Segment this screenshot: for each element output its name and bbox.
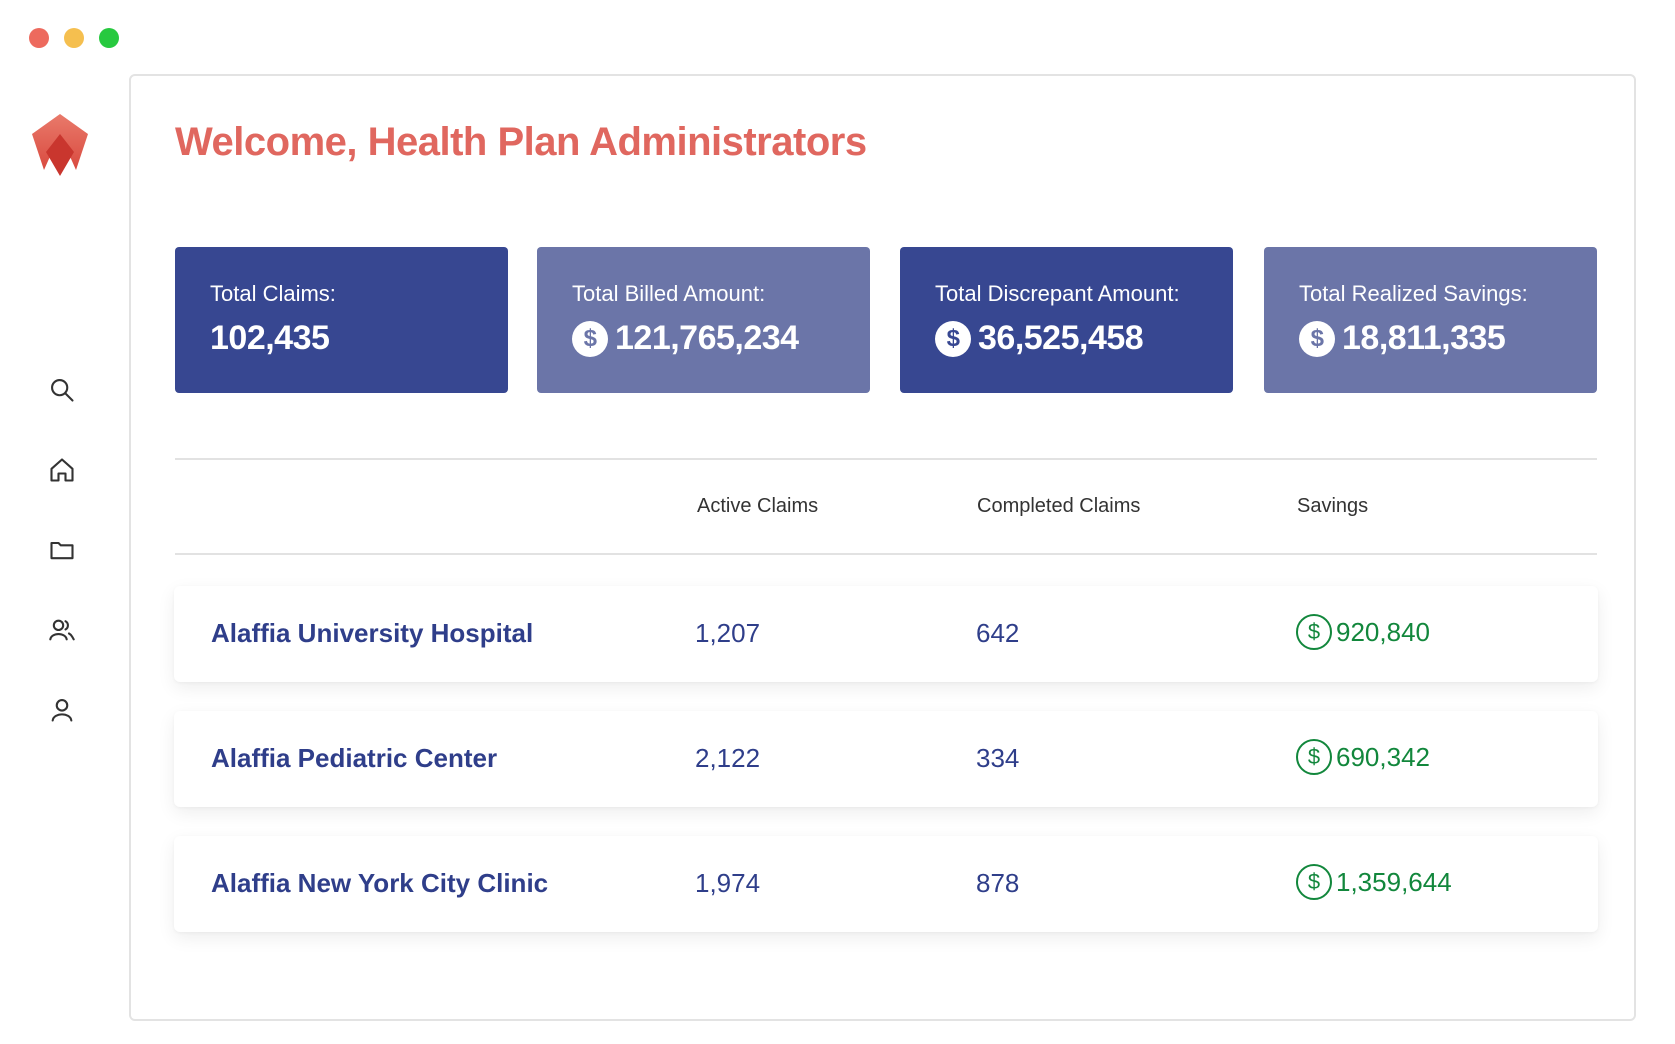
stat-value: $ 36,525,458 — [935, 319, 1233, 358]
close-window-button[interactable] — [29, 28, 49, 48]
facility-name-link[interactable]: Alaffia Pediatric Center — [211, 743, 498, 773]
window-controls — [29, 28, 119, 48]
savings-value: $ 690,342 — [1296, 739, 1430, 775]
savings-value: $ 920,840 — [1296, 614, 1430, 650]
home-icon[interactable] — [44, 452, 80, 488]
dollar-circle-icon: $ — [1296, 864, 1332, 900]
savings-amount: 920,840 — [1336, 616, 1430, 647]
column-header-active-claims[interactable]: Active Claims — [697, 495, 819, 517]
stat-value: $ 18,811,335 — [1299, 319, 1597, 358]
table-row[interactable]: Alaffia University Hospital 1,207 642 $ … — [174, 586, 1598, 682]
stat-card-total-claims[interactable]: Total Claims: 102,435 — [175, 247, 508, 393]
search-icon[interactable] — [44, 372, 80, 408]
divider — [175, 553, 1597, 555]
page-title: Welcome, Health Plan Administrators — [175, 120, 867, 164]
alaffia-logo-icon[interactable] — [30, 112, 90, 178]
dollar-icon: $ — [1299, 320, 1335, 357]
completed-claims-value: 878 — [976, 868, 1020, 898]
stat-value-text: 36,525,458 — [978, 319, 1144, 357]
stat-card-total-savings[interactable]: Total Realized Savings: $ 18,811,335 — [1264, 247, 1597, 393]
users-icon[interactable] — [44, 612, 80, 648]
active-claims-value: 1,207 — [695, 618, 761, 648]
stat-label: Total Discrepant Amount: — [935, 281, 1180, 306]
savings-value: $ 1,359,644 — [1296, 864, 1452, 900]
active-claims-value: 1,974 — [695, 868, 761, 898]
stat-value: $ 121,765,234 — [572, 319, 870, 358]
column-header-savings[interactable]: Savings — [1297, 495, 1369, 517]
facility-name-link[interactable]: Alaffia University Hospital — [211, 618, 534, 648]
table-row[interactable]: Alaffia New York City Clinic 1,974 878 $… — [174, 836, 1598, 932]
facility-name-link[interactable]: Alaffia New York City Clinic — [211, 868, 549, 898]
completed-claims-value: 642 — [976, 618, 1020, 648]
column-header-completed-claims[interactable]: Completed Claims — [977, 495, 1141, 517]
divider — [175, 458, 1597, 460]
savings-amount: 1,359,644 — [1336, 866, 1452, 897]
stat-label: Total Billed Amount: — [572, 281, 766, 306]
stat-value: 102,435 — [210, 319, 508, 358]
stat-label: Total Claims: — [210, 281, 336, 306]
table-row[interactable]: Alaffia Pediatric Center 2,122 334 $ 690… — [174, 711, 1598, 807]
dollar-circle-icon: $ — [1296, 614, 1332, 650]
stat-label: Total Realized Savings: — [1299, 281, 1528, 306]
folder-icon[interactable] — [44, 532, 80, 568]
minimize-window-button[interactable] — [64, 28, 84, 48]
stat-card-total-billed[interactable]: Total Billed Amount: $ 121,765,234 — [537, 247, 870, 393]
completed-claims-value: 334 — [976, 743, 1020, 773]
savings-amount: 690,342 — [1336, 741, 1430, 772]
sidebar-nav — [44, 372, 80, 772]
user-icon[interactable] — [44, 692, 80, 728]
maximize-window-button[interactable] — [99, 28, 119, 48]
active-claims-value: 2,122 — [695, 743, 761, 773]
stat-value-text: 121,765,234 — [615, 319, 799, 357]
stat-value-text: 18,811,335 — [1342, 319, 1506, 357]
dollar-icon: $ — [935, 320, 971, 357]
stat-card-total-discrepant[interactable]: Total Discrepant Amount: $ 36,525,458 — [900, 247, 1233, 393]
dollar-circle-icon: $ — [1296, 739, 1332, 775]
stat-value-text: 102,435 — [210, 319, 330, 357]
dollar-icon: $ — [572, 320, 608, 357]
